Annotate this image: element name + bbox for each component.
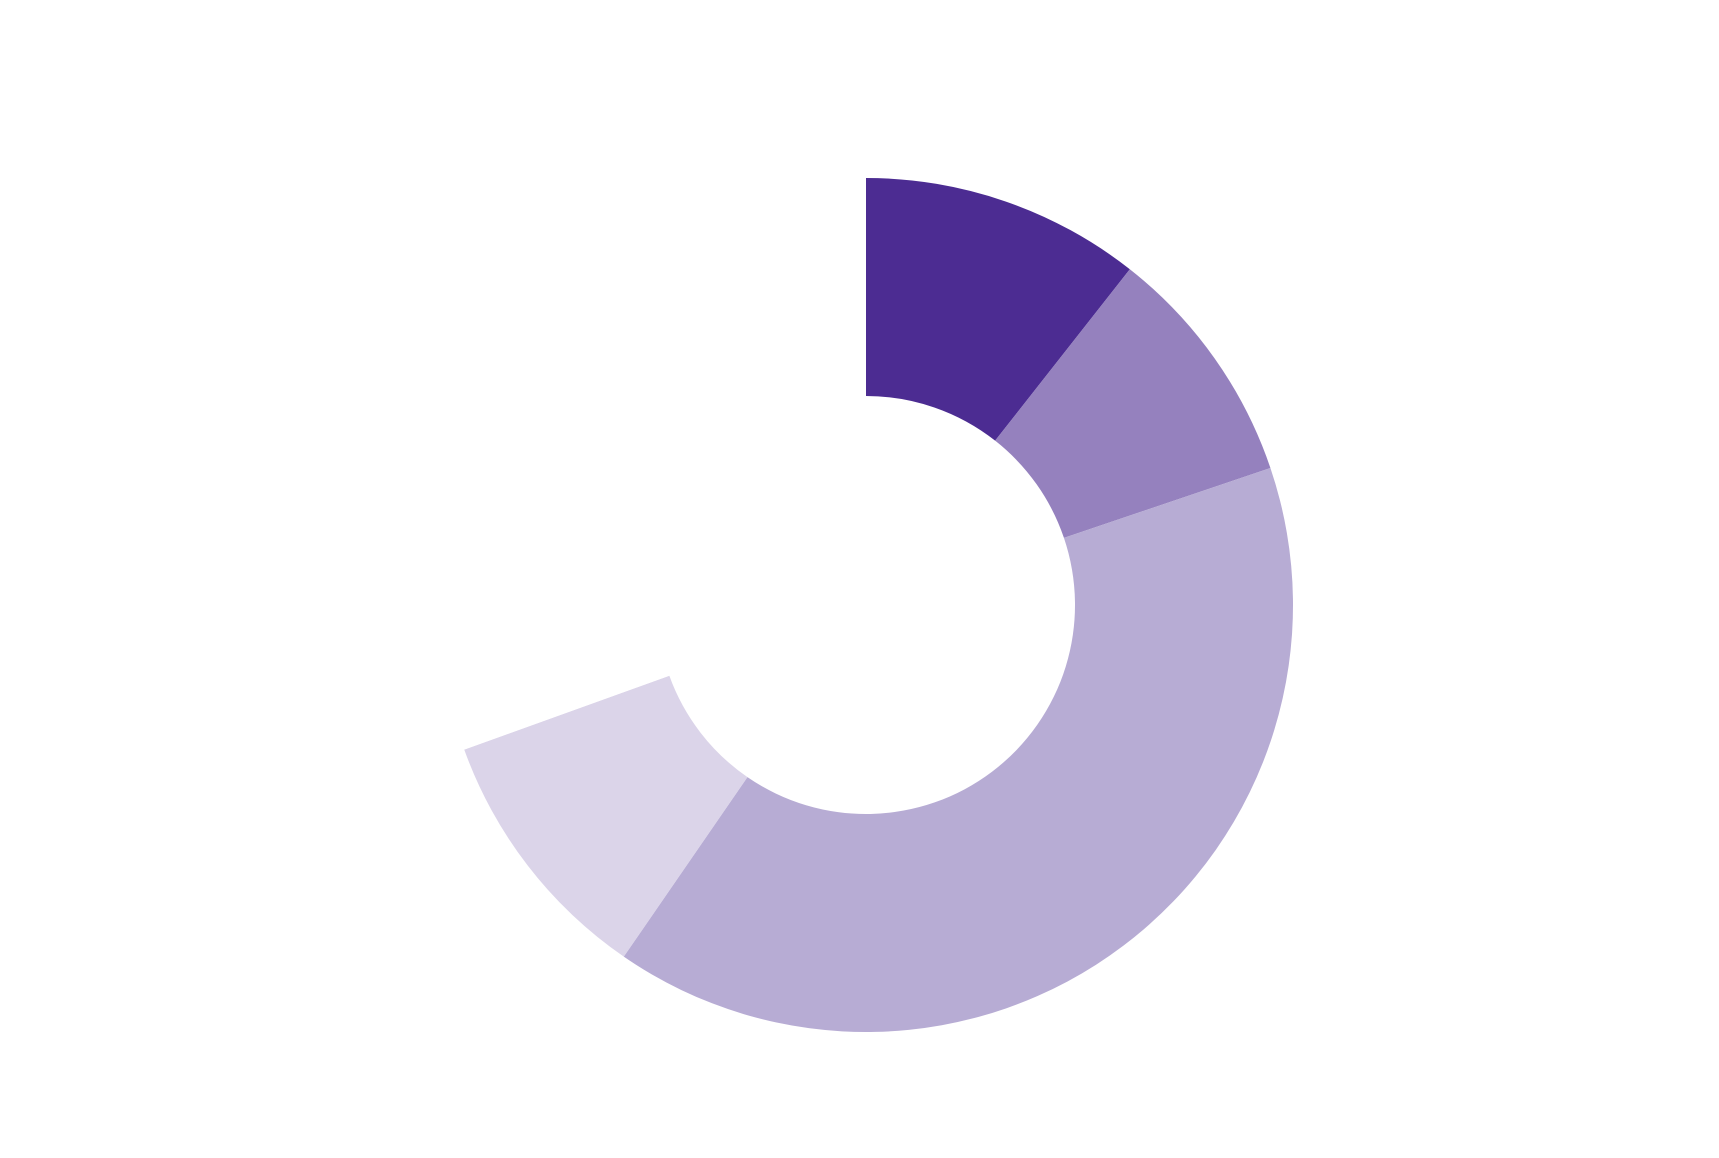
donut-slice (623, 467, 1293, 1032)
donut-slice (438, 178, 866, 750)
donut-slice (995, 269, 1271, 538)
donut-slice (866, 178, 1130, 441)
donut-slice (464, 675, 748, 957)
